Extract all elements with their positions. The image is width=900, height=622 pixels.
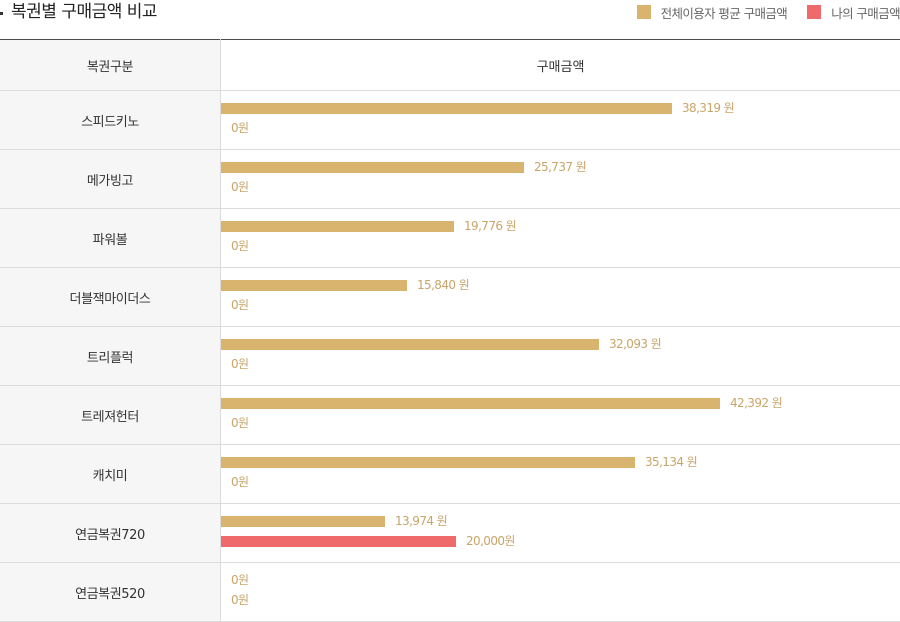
category-label: 메가빙고 <box>0 149 221 209</box>
category-label: 더블잭마이더스 <box>0 267 221 327</box>
my-bar-line: 0원 <box>221 475 249 489</box>
title-bullet-icon <box>0 12 3 15</box>
table-row: 더블잭마이더스 15,840 원 0원 <box>0 267 900 327</box>
chart-header: 복권별 구매금액 비교 전체이용자 평균 구매금액 나의 구매금액 <box>0 0 900 40</box>
legend-label-average: 전체이용자 평균 구매금액 <box>660 5 788 21</box>
table-row: 메가빙고 25,737 원 0원 <box>0 149 900 209</box>
bar-cell: 13,974 원 20,000원 <box>220 503 900 563</box>
bar-cell: 15,840 원 0원 <box>220 267 900 327</box>
my-bar-line: 0원 <box>221 121 249 135</box>
average-bar-line: 0원 <box>221 573 249 587</box>
my-value-label: 20,000원 <box>466 534 515 548</box>
bar-cell: 35,134 원 0원 <box>220 444 900 504</box>
average-bar-line: 19,776 원 <box>221 219 517 233</box>
my-bar-line: 0원 <box>221 593 249 607</box>
my-bar-line: 0원 <box>221 180 249 194</box>
bar-cell: 32,093 원 0원 <box>220 326 900 386</box>
legend-swatch-average <box>636 5 651 19</box>
average-bar <box>221 221 454 232</box>
average-bar-line: 42,392 원 <box>221 396 783 410</box>
legend-swatch-mine <box>807 5 822 19</box>
average-value-label: 38,319 원 <box>682 101 735 115</box>
average-bar-line: 15,840 원 <box>221 278 470 292</box>
category-label: 연금복권520 <box>0 562 221 622</box>
average-bar-line: 38,319 원 <box>221 101 735 115</box>
my-bar <box>221 536 456 547</box>
bar-cell: 42,392 원 0원 <box>220 385 900 445</box>
average-bar-line: 13,974 원 <box>221 514 448 528</box>
table-row: 연금복권720 13,974 원 20,000원 <box>0 503 900 563</box>
my-value-label: 0원 <box>231 180 249 194</box>
column-header-lottery-type: 복권구분 <box>0 39 221 91</box>
legend-item-mine: 나의 구매금액 <box>807 3 900 22</box>
average-bar <box>221 103 672 114</box>
my-bar-line: 0원 <box>221 357 249 371</box>
table-row: 캐치미 35,134 원 0원 <box>0 444 900 504</box>
category-label: 트리플럭 <box>0 326 221 386</box>
table-header-row: 복권구분 구매금액 <box>0 39 900 91</box>
my-value-label: 0원 <box>231 298 249 312</box>
table-body: 스피드키노 38,319 원 0원 메가빙고 25,737 원 0원 파워볼 19,776 원… <box>0 90 900 622</box>
average-value-label: 19,776 원 <box>464 219 517 233</box>
average-value-label: 15,840 원 <box>417 278 470 292</box>
table-row: 연금복권520 0원 0원 <box>0 562 900 622</box>
bar-cell: 25,737 원 0원 <box>220 149 900 209</box>
bar-cell: 38,319 원 0원 <box>220 90 900 150</box>
category-label: 스피드키노 <box>0 90 221 150</box>
table-row: 트리플럭 32,093 원 0원 <box>0 326 900 386</box>
my-bar-line: 0원 <box>221 239 249 253</box>
table-row: 파워볼 19,776 원 0원 <box>0 208 900 268</box>
average-bar <box>221 398 720 409</box>
average-value-label: 0원 <box>231 573 249 587</box>
average-bar <box>221 280 407 291</box>
my-bar-line: 0원 <box>221 416 249 430</box>
average-bar <box>221 339 599 350</box>
my-value-label: 0원 <box>231 593 249 607</box>
column-header-purchase-amount: 구매금액 <box>220 39 900 91</box>
table-row: 스피드키노 38,319 원 0원 <box>0 90 900 150</box>
average-bar-line: 35,134 원 <box>221 455 698 469</box>
my-value-label: 0원 <box>231 121 249 135</box>
my-value-label: 0원 <box>231 475 249 489</box>
category-label: 연금복권720 <box>0 503 221 563</box>
my-value-label: 0원 <box>231 416 249 430</box>
average-bar <box>221 516 385 527</box>
average-value-label: 35,134 원 <box>645 455 698 469</box>
bar-cell: 0원 0원 <box>220 562 900 622</box>
category-label: 트레져헌터 <box>0 385 221 445</box>
my-bar-line: 0원 <box>221 298 249 312</box>
legend: 전체이용자 평균 구매금액 나의 구매금액 <box>617 2 900 22</box>
average-value-label: 32,093 원 <box>609 337 662 351</box>
average-value-label: 42,392 원 <box>730 396 783 410</box>
legend-item-average: 전체이용자 평균 구매금액 <box>636 3 788 22</box>
average-value-label: 13,974 원 <box>395 514 448 528</box>
table-row: 트레져헌터 42,392 원 0원 <box>0 385 900 445</box>
bar-cell: 19,776 원 0원 <box>220 208 900 268</box>
average-bar <box>221 457 635 468</box>
category-label: 캐치미 <box>0 444 221 504</box>
chart-title: 복권별 구매금액 비교 <box>11 2 158 22</box>
my-value-label: 0원 <box>231 239 249 253</box>
average-bar <box>221 162 524 173</box>
my-bar-line: 20,000원 <box>221 534 515 548</box>
average-bar-line: 25,737 원 <box>221 160 587 174</box>
my-value-label: 0원 <box>231 357 249 371</box>
average-value-label: 25,737 원 <box>534 160 587 174</box>
legend-label-mine: 나의 구매금액 <box>831 5 900 21</box>
comparison-table: 복권구분 구매금액 스피드키노 38,319 원 0원 메가빙고 25,737 원 0원 파… <box>0 39 900 622</box>
average-bar-line: 32,093 원 <box>221 337 662 351</box>
category-label: 파워볼 <box>0 208 221 268</box>
